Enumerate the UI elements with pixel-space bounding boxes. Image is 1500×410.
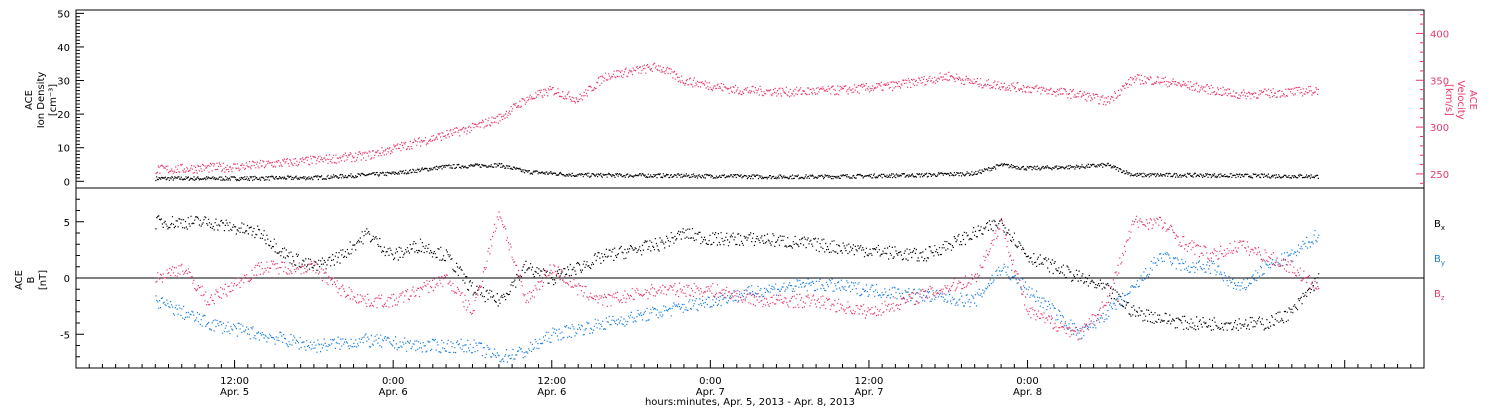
velocity-axis-label-line-1: ACE [1467, 90, 1478, 110]
velocity-tick-label: 250 [1430, 170, 1449, 181]
series-ion-density [155, 162, 1319, 182]
field-axis-label-line-1: ACE [14, 270, 25, 290]
density-tick-label: 50 [57, 9, 70, 20]
field-axis-label-line-3: [nT] [38, 270, 49, 290]
series-bx [155, 215, 1320, 331]
legend-item-bx: Bx [1434, 219, 1445, 232]
time-tick-label: 12:00 [855, 376, 884, 387]
field-axis-ticks: -5 0 5 [60, 187, 84, 369]
time-tick-label: 12:00 [537, 376, 566, 387]
time-tick-label: 0:00 [1016, 376, 1038, 387]
field-tick-label: -5 [60, 330, 70, 341]
density-axis-label-line-1: ACE [24, 90, 35, 110]
velocity-axis-label-line-3: [km/s] [1443, 84, 1454, 116]
plasma-panel: 0 10 20 30 40 50 250 300 350 400 ACE Ion Density… [24, 9, 1478, 189]
field-tick-label: 5 [64, 218, 70, 229]
legend-item-bz: Bz [1434, 289, 1445, 302]
date-tick-label: Apr. 6 [379, 387, 408, 398]
time-axis-label: hours:minutes, Apr. 5, 2013 - Apr. 8, 20… [645, 397, 855, 408]
series-by [155, 230, 1320, 363]
density-axis-label-line-3: [cm⁻³] [48, 84, 59, 116]
density-tick-label: 0 [64, 177, 70, 188]
field-series [155, 211, 1320, 363]
series-bz [155, 211, 1320, 341]
date-tick-label: Apr. 8 [1013, 387, 1042, 398]
velocity-tick-label: 350 [1430, 76, 1449, 87]
date-tick-label: Apr. 7 [696, 387, 725, 398]
field-axis-label-line-2: B [26, 276, 37, 283]
magnetic-field-panel: -5 0 5 ACE B [nT] Bx By Bz [14, 187, 1445, 369]
velocity-tick-label: 400 [1430, 29, 1449, 40]
density-tick-label: 10 [57, 144, 70, 155]
time-tick-label: 0:00 [699, 376, 721, 387]
density-tick-label: 20 [57, 110, 70, 121]
field-legend: Bx By Bz [1434, 219, 1445, 302]
density-axis-ticks: 0 10 20 30 40 50 [57, 9, 84, 188]
time-tick-label: 12:00 [220, 376, 249, 387]
density-tick-label: 40 [57, 43, 70, 54]
legend-item-by: By [1434, 254, 1445, 267]
density-tick-label: 30 [57, 77, 70, 88]
field-tick-label: 0 [64, 274, 70, 285]
date-tick-label: Apr. 6 [537, 387, 566, 398]
date-tick-label: Apr. 5 [220, 387, 249, 398]
date-tick-label: Apr. 7 [854, 387, 883, 398]
velocity-tick-label: 300 [1430, 123, 1449, 134]
velocity-axis-ticks: 250 300 350 400 [1416, 14, 1449, 184]
density-axis-label-line-2: Ion Density [36, 72, 47, 129]
velocity-axis-label-line-2: Velocity [1455, 80, 1466, 119]
series-velocity [155, 62, 1319, 175]
time-tick-label: 0:00 [382, 376, 404, 387]
plasma-series [155, 62, 1319, 182]
